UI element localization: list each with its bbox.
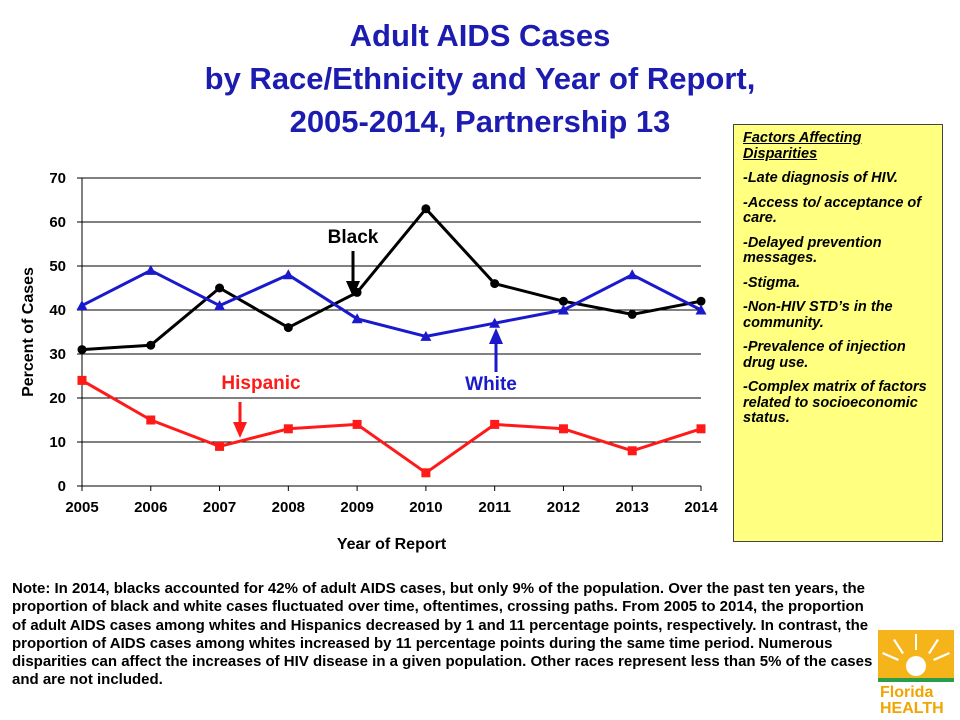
y-tick-label: 0 <box>58 478 66 495</box>
series-label-white: White <box>465 374 517 395</box>
y-tick-label: 60 <box>49 214 66 231</box>
data-point-black <box>490 279 500 289</box>
series-labels: Black Hispanic White <box>221 227 516 395</box>
logo-text-florida: Florida <box>880 684 933 701</box>
factor-item: -Prevalence of injection drug use. <box>743 339 906 371</box>
chart-axes: 0 10 20 30 40 50 60 70 2005 2006 2007 2008 2009 2010 2… <box>20 170 718 553</box>
data-point-black <box>215 283 225 293</box>
data-point-black <box>627 309 637 319</box>
x-tick-label: 2011 <box>478 499 511 516</box>
series-line-black <box>81 207 702 352</box>
x-tick-label: 2009 <box>340 499 373 516</box>
florida-health-logo: Florida HEALTH <box>878 630 954 714</box>
data-point-black <box>283 323 293 333</box>
data-point-black <box>558 296 568 306</box>
data-point-hispanic <box>146 415 156 425</box>
data-point-white <box>420 330 432 341</box>
black-arrow-icon <box>346 251 360 297</box>
data-point-white <box>489 317 501 328</box>
y-tick-label: 70 <box>49 170 66 187</box>
factors-box: Factors Affecting Disparities -Late diag… <box>733 124 943 542</box>
series-lines <box>76 204 707 478</box>
data-point-white <box>145 264 157 275</box>
data-point-white <box>351 313 363 324</box>
data-point-hispanic <box>627 446 637 456</box>
x-tick-label: 2008 <box>272 499 305 516</box>
factor-item: -Delayed prevention messages. <box>743 234 882 266</box>
data-point-hispanic <box>558 424 568 434</box>
x-tick-label: 2013 <box>616 499 649 516</box>
data-point-hispanic <box>352 419 362 429</box>
data-point-hispanic <box>77 375 87 385</box>
hispanic-arrow-icon <box>233 402 247 438</box>
series-label-black: Black <box>328 227 379 248</box>
factor-item: -Access to/ acceptance of care. <box>743 194 922 226</box>
x-tick-label: 2007 <box>203 499 236 516</box>
white-arrow-icon <box>489 328 503 372</box>
data-point-hispanic <box>421 468 431 478</box>
logo-text-health: HEALTH <box>880 700 944 714</box>
x-tick-label: 2012 <box>547 499 580 516</box>
series-line-hispanic <box>81 379 702 475</box>
data-point-black <box>77 345 87 355</box>
data-point-white <box>557 304 569 315</box>
data-point-hispanic <box>696 424 706 434</box>
data-point-black <box>146 340 156 350</box>
factor-item: -Stigma. <box>743 274 801 291</box>
title-line-2: by Race/Ethnicity and Year of Report, <box>204 61 756 96</box>
data-point-hispanic <box>490 419 500 429</box>
factors-heading: Factors Affecting Disparities <box>743 130 862 162</box>
x-tick-label: 2014 <box>684 499 718 516</box>
data-point-black <box>696 296 706 306</box>
y-tick-label: 10 <box>49 434 66 451</box>
data-point-white <box>626 269 638 280</box>
data-point-white <box>695 304 707 315</box>
factor-item: -Complex matrix of factors related to so… <box>743 379 927 426</box>
data-point-hispanic <box>283 424 293 434</box>
data-point-white <box>282 269 294 280</box>
y-tick-label: 50 <box>49 258 66 275</box>
note-text: Note: In 2014, blacks accounted for 42% … <box>12 580 873 689</box>
data-point-white <box>76 300 88 311</box>
callout-arrows <box>233 251 503 438</box>
factor-item: -Non-HIV STD’s in the community. <box>743 299 893 331</box>
data-point-white <box>214 300 226 311</box>
gridlines <box>82 177 701 443</box>
x-tick-label: 2006 <box>134 499 167 516</box>
x-tick-label: 2005 <box>65 499 98 516</box>
data-point-black <box>421 204 431 214</box>
x-tick-label: 2010 <box>409 499 442 516</box>
factor-item: -Late diagnosis of HIV. <box>743 170 898 186</box>
series-line-white <box>81 268 702 338</box>
x-axis-label: Year of Report <box>337 536 447 553</box>
y-tick-label: 40 <box>49 302 66 319</box>
y-axis-label: Percent of Cases <box>20 267 37 397</box>
series-label-hispanic: Hispanic <box>221 373 301 394</box>
title-line-1: Adult AIDS Cases <box>349 18 611 53</box>
data-point-hispanic <box>215 441 225 451</box>
sun-icon <box>882 634 950 676</box>
chart-title: Adult AIDS Cases by Race/Ethnicity and Y… <box>120 14 840 143</box>
y-tick-label: 30 <box>49 346 66 363</box>
title-line-3: 2005-2014, Partnership 13 <box>289 104 671 139</box>
y-tick-label: 20 <box>49 390 66 407</box>
